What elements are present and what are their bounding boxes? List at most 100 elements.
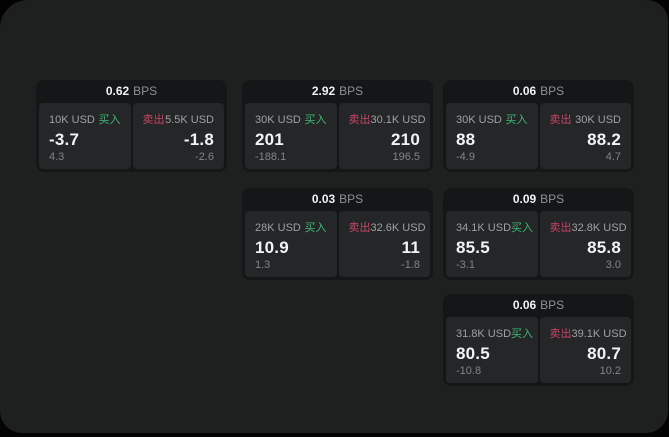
buy-delta: 4.3 <box>49 151 65 163</box>
buy-cell[interactable]: 28K USD 买入 10.9 1.3 <box>245 211 337 277</box>
bps-value: 0.06 <box>512 84 537 98</box>
bps-unit-label: BPS <box>133 84 158 98</box>
sell-price: 85.8 <box>587 238 621 257</box>
buy-label: 买入 <box>304 222 327 234</box>
bps-value: 0.03 <box>311 192 336 206</box>
sell-cell-top: 卖出 32.6K USD <box>348 219 426 235</box>
card-body: 31.8K USD 买入 80.5 -10.8 卖出 39.1K USD 80.… <box>443 317 634 383</box>
sell-cell-top: 卖出 39.1K USD <box>549 325 627 341</box>
card-header: 0.03 BPS <box>242 188 433 211</box>
bps-value: 0.06 <box>512 298 537 312</box>
card-body: 30K USD 买入 201 -188.1 卖出 30.1K USD 210 1… <box>242 103 433 169</box>
sell-cell[interactable]: 卖出 5.5K USD -1.8 -2.6 <box>132 103 224 169</box>
buy-label: 买入 <box>511 222 534 234</box>
sell-delta: -2.6 <box>195 151 214 163</box>
buy-price: 201 <box>255 130 284 149</box>
buy-cell[interactable]: 30K USD 买入 201 -188.1 <box>245 103 337 169</box>
sell-label: 卖出 <box>348 222 371 234</box>
sell-cell[interactable]: 卖出 30.1K USD 210 196.5 <box>338 103 430 169</box>
buy-cell[interactable]: 34.1K USD 买入 85.5 -3.1 <box>446 211 538 277</box>
sell-size: 5.5K USD <box>165 114 214 126</box>
quote-card: 0.03 BPS 28K USD 买入 10.9 1.3 卖出 32.6K US… <box>242 188 433 280</box>
sell-price: 11 <box>401 238 420 257</box>
sell-label: 卖出 <box>549 114 572 126</box>
sell-size: 32.6K USD <box>370 222 426 234</box>
sell-price: 210 <box>391 130 420 149</box>
sell-cell-top: 卖出 30K USD <box>550 111 622 127</box>
bps-unit-label: BPS <box>339 84 364 98</box>
card-header: 2.92 BPS <box>242 80 433 103</box>
sell-delta: 3.0 <box>605 259 621 271</box>
sell-price: -1.8 <box>183 130 214 149</box>
buy-delta: 1.3 <box>255 259 271 271</box>
sell-delta: 4.7 <box>605 151 621 163</box>
bps-unit-label: BPS <box>540 298 565 312</box>
sell-delta: -1.8 <box>401 259 420 271</box>
card-body: 30K USD 买入 88 -4.9 卖出 30K USD 88.2 4.7 <box>443 103 634 169</box>
buy-price: 88 <box>456 130 476 149</box>
buy-cell-top: 34.1K USD 买入 <box>456 219 533 235</box>
sell-label: 卖出 <box>549 328 572 340</box>
bps-unit-label: BPS <box>540 84 565 98</box>
quote-card: 2.92 BPS 30K USD 买入 201 -188.1 卖出 30.1K … <box>242 80 433 172</box>
bps-value: 0.09 <box>512 192 537 206</box>
buy-size: 34.1K USD <box>456 222 512 234</box>
bps-value: 2.92 <box>311 84 336 98</box>
card-body: 34.1K USD 买入 85.5 -3.1 卖出 32.8K USD 85.8… <box>443 211 634 277</box>
buy-size: 31.8K USD <box>456 328 512 340</box>
quote-card: 0.09 BPS 34.1K USD 买入 85.5 -3.1 卖出 32.8K… <box>443 188 634 280</box>
buy-cell-top: 10K USD 买入 <box>49 111 121 127</box>
card-body: 10K USD 买入 -3.7 4.3 卖出 5.5K USD -1.8 -2.… <box>36 103 227 169</box>
buy-price: 80.5 <box>456 344 490 363</box>
buy-cell-top: 31.8K USD 买入 <box>456 325 533 341</box>
sell-delta: 196.5 <box>392 151 420 163</box>
sell-size: 30K USD <box>575 114 621 126</box>
buy-label: 买入 <box>98 114 121 126</box>
quote-card: 0.62 BPS 10K USD 买入 -3.7 4.3 卖出 5.5K USD… <box>36 80 227 172</box>
buy-size: 30K USD <box>255 114 301 126</box>
sell-cell[interactable]: 卖出 32.8K USD 85.8 3.0 <box>539 211 631 277</box>
buy-label: 买入 <box>304 114 327 126</box>
buy-cell[interactable]: 31.8K USD 买入 80.5 -10.8 <box>446 317 538 383</box>
sell-size: 32.8K USD <box>571 222 627 234</box>
buy-delta: -4.9 <box>456 151 475 163</box>
quote-card: 0.06 BPS 30K USD 买入 88 -4.9 卖出 30K USD 8… <box>443 80 634 172</box>
sell-price: 80.7 <box>587 344 621 363</box>
sell-cell[interactable]: 卖出 32.6K USD 11 -1.8 <box>338 211 430 277</box>
quote-card: 0.06 BPS 31.8K USD 买入 80.5 -10.8 卖出 39.1… <box>443 294 634 386</box>
card-header: 0.62 BPS <box>36 80 227 103</box>
sell-cell-top: 卖出 32.8K USD <box>549 219 627 235</box>
sell-label: 卖出 <box>549 222 572 234</box>
buy-label: 买入 <box>511 328 534 340</box>
buy-delta: -3.1 <box>456 259 475 271</box>
buy-cell[interactable]: 10K USD 买入 -3.7 4.3 <box>39 103 131 169</box>
sell-size: 39.1K USD <box>571 328 627 340</box>
sell-label: 卖出 <box>348 114 371 126</box>
bps-value: 0.62 <box>105 84 130 98</box>
buy-cell-top: 30K USD 买入 <box>255 111 327 127</box>
sell-delta: 10.2 <box>599 365 621 377</box>
buy-size: 30K USD <box>456 114 502 126</box>
sell-cell[interactable]: 卖出 39.1K USD 80.7 10.2 <box>539 317 631 383</box>
sell-cell-top: 卖出 30.1K USD <box>348 111 426 127</box>
card-header: 0.09 BPS <box>443 188 634 211</box>
buy-label: 买入 <box>505 114 528 126</box>
buy-cell-top: 30K USD 买入 <box>456 111 528 127</box>
card-body: 28K USD 买入 10.9 1.3 卖出 32.6K USD 11 -1.8 <box>242 211 433 277</box>
buy-delta: -10.8 <box>456 365 482 377</box>
buy-delta: -188.1 <box>255 151 287 163</box>
buy-cell[interactable]: 30K USD 买入 88 -4.9 <box>446 103 538 169</box>
buy-price: -3.7 <box>49 130 80 149</box>
buy-price: 10.9 <box>255 238 289 257</box>
sell-cell[interactable]: 卖出 30K USD 88.2 4.7 <box>539 103 631 169</box>
buy-price: 85.5 <box>456 238 490 257</box>
sell-size: 30.1K USD <box>370 114 426 126</box>
sell-label: 卖出 <box>142 114 165 126</box>
card-header: 0.06 BPS <box>443 294 634 317</box>
bps-unit-label: BPS <box>540 192 565 206</box>
sell-cell-top: 卖出 5.5K USD <box>143 111 215 127</box>
sell-price: 88.2 <box>587 130 621 149</box>
card-header: 0.06 BPS <box>443 80 634 103</box>
buy-size: 10K USD <box>49 114 95 126</box>
